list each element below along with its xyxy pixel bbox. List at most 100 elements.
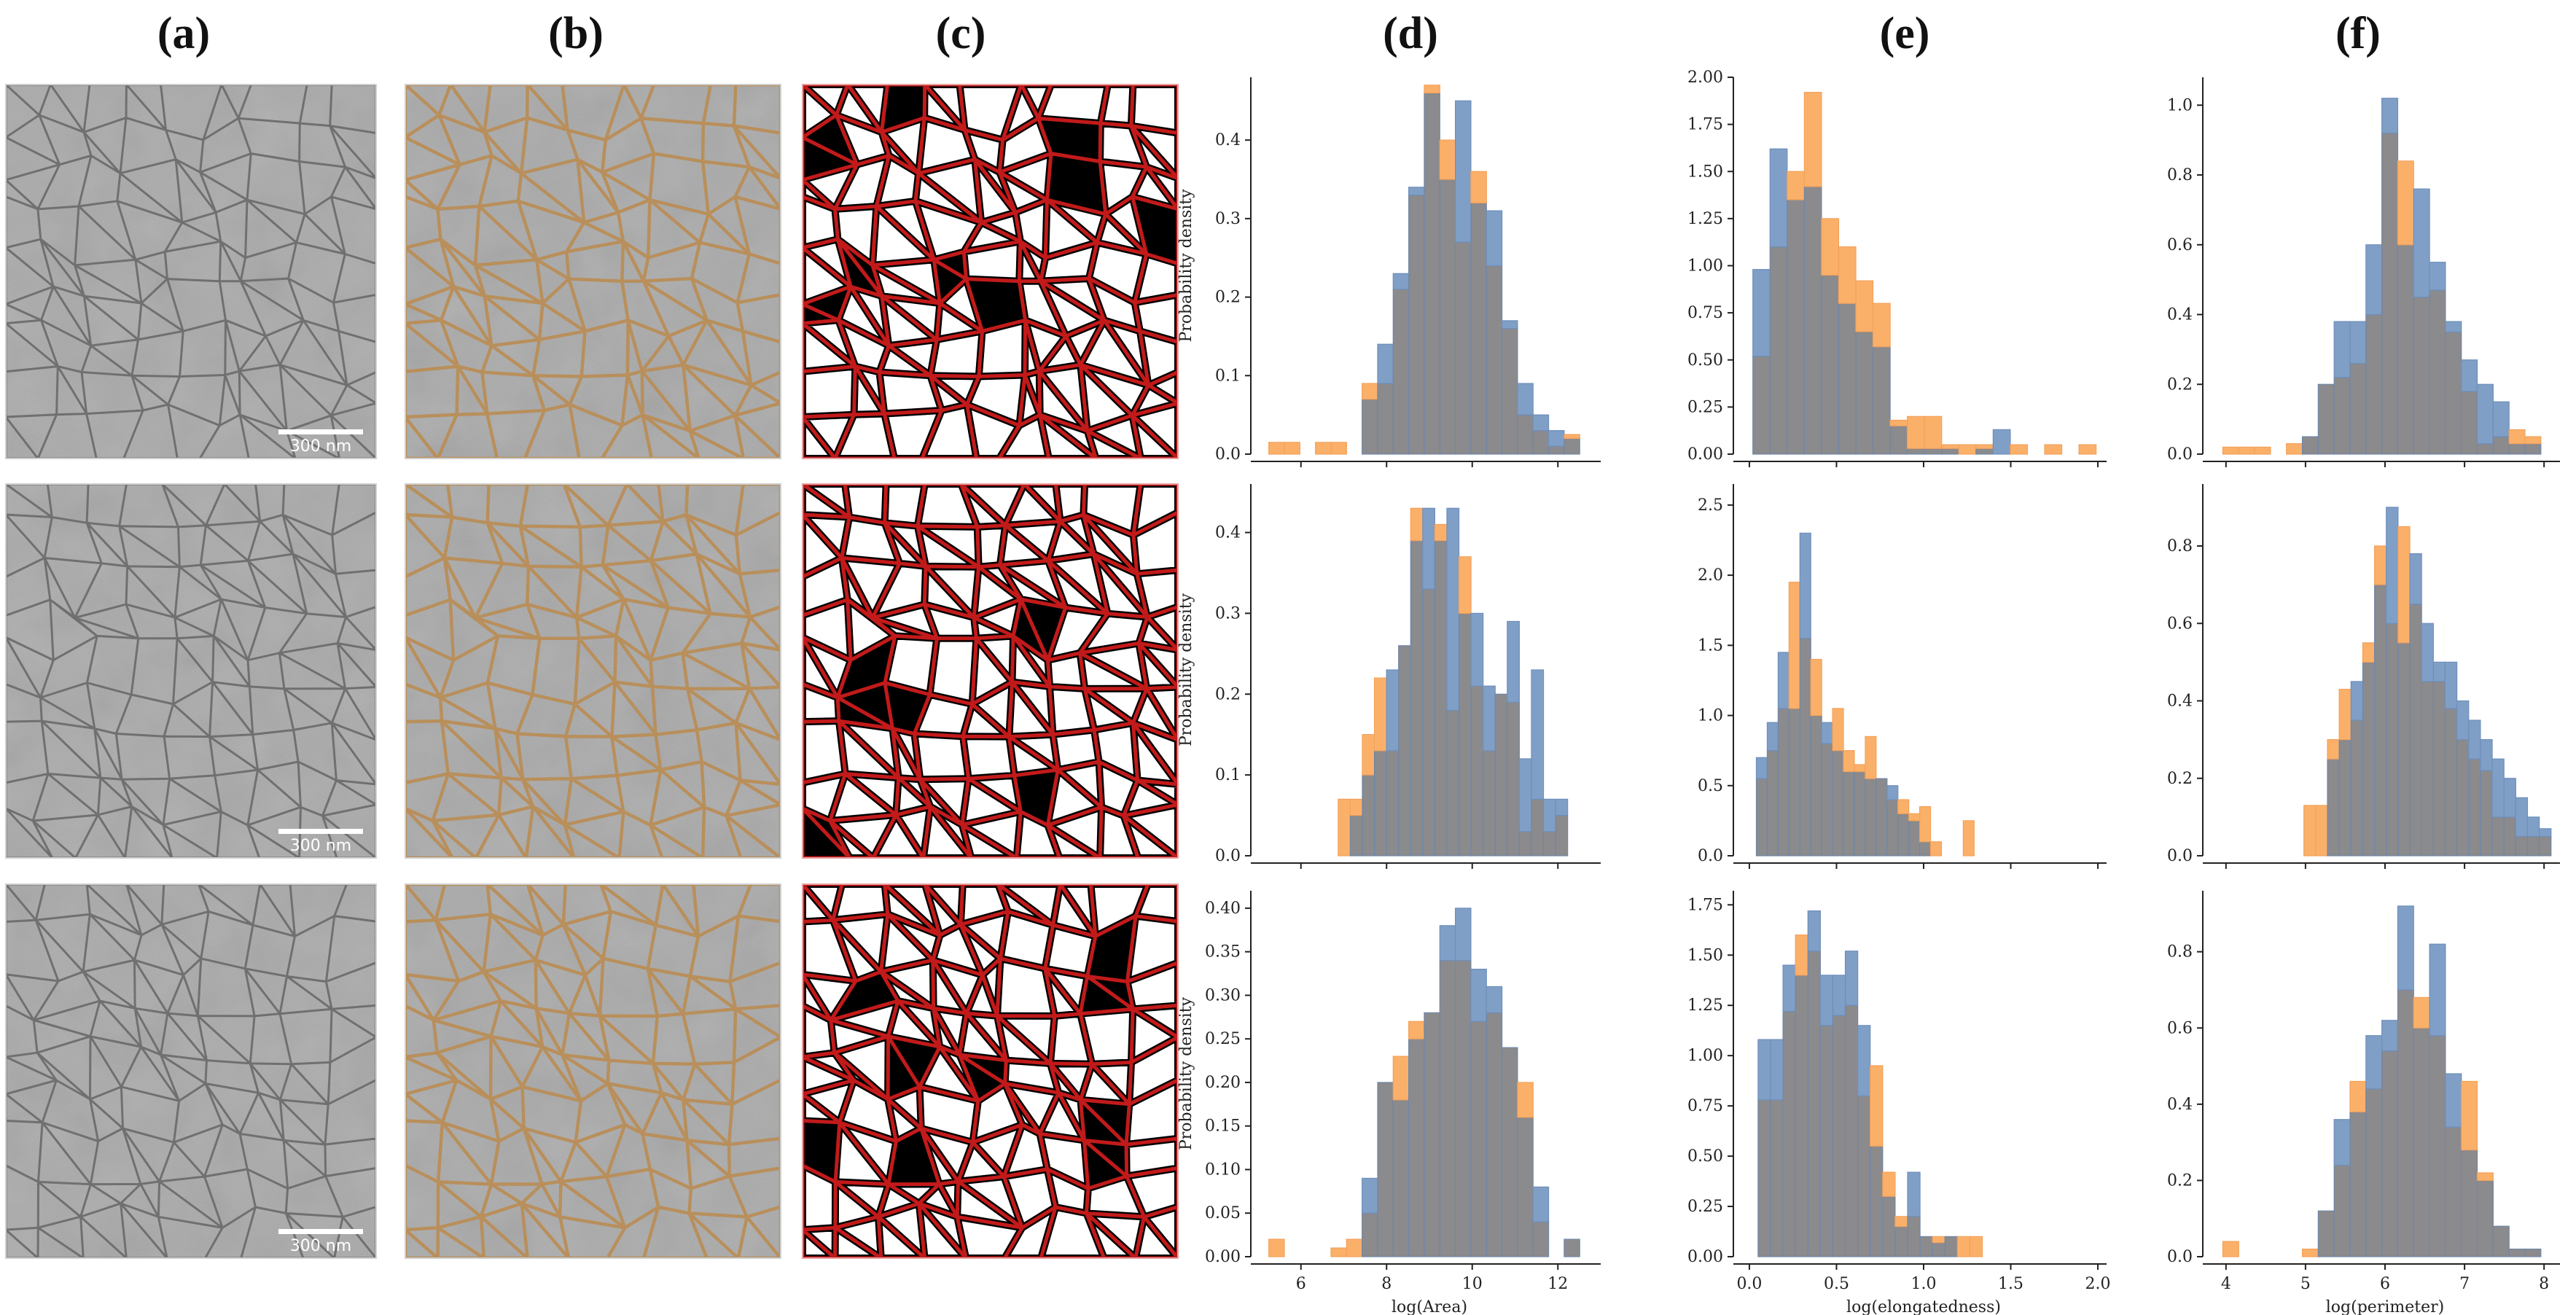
bar-overlap: [2397, 244, 2414, 455]
bar-blue: [1542, 798, 1556, 832]
bar-overlap: [2468, 758, 2481, 856]
bar-overlap: [1564, 1238, 1580, 1257]
image-b-row3: [405, 883, 781, 1259]
x-tick-label: 8: [2539, 1275, 2549, 1293]
panel-label-b: (b): [548, 9, 604, 58]
bar-orange: [1434, 523, 1448, 542]
x-axis-label: log(Area): [1392, 1298, 1467, 1315]
bar-blue: [2350, 681, 2364, 721]
bar-overlap: [1777, 708, 1789, 856]
panel-label-a: (a): [157, 9, 210, 58]
bar-overlap: [1362, 1212, 1378, 1257]
bar-overlap: [1924, 448, 1943, 455]
bar-overlap: [1386, 750, 1400, 856]
bar-overlap: [1517, 414, 1534, 455]
bar-overlap: [1908, 820, 1921, 856]
y-tick-label: 0.2: [1215, 685, 1241, 703]
y-tick-label: 0.25: [1205, 1030, 1241, 1048]
bar-blue: [2421, 623, 2434, 682]
bar-orange: [1346, 1238, 1363, 1257]
bar-orange: [2078, 444, 2097, 455]
bar-blue: [1532, 414, 1550, 432]
bar-overlap: [1752, 355, 1771, 455]
bar-overlap: [1832, 750, 1844, 856]
y-tick-label: 1.0: [2167, 96, 2193, 114]
y-axis-label: Probability density: [1177, 593, 1195, 746]
x-tick-label: 5: [2300, 1275, 2311, 1293]
bar-orange: [1854, 764, 1866, 773]
scale-bar-label: 300 nm: [290, 1237, 351, 1255]
y-tick-label: 1.50: [1687, 163, 1723, 181]
y-tick-label: 0.8: [2167, 166, 2193, 184]
bar-overlap: [1795, 975, 1808, 1257]
panel-label-e: (e): [1880, 9, 1930, 58]
bar-overlap: [1392, 1099, 1410, 1257]
bar-overlap: [1872, 346, 1891, 455]
bar-overlap: [2492, 1225, 2510, 1257]
bar-overlap: [2421, 681, 2434, 856]
bar-blue: [1752, 269, 1771, 357]
bar-overlap: [2381, 132, 2399, 455]
bar-overlap: [1843, 770, 1855, 856]
bar-orange: [2362, 642, 2376, 663]
bar-overlap: [1547, 445, 1565, 455]
bar-overlap: [2429, 289, 2446, 455]
y-tick-label: 0.1: [1215, 766, 1241, 784]
panel-labels: (a) (b) (c) (d) (e) (f): [157, 9, 2381, 58]
bar-overlap: [1542, 831, 1556, 856]
grain-boundaries: [803, 484, 1178, 858]
bar-blue: [1769, 148, 1788, 248]
bar-orange: [1362, 383, 1378, 400]
pore-region: [1080, 976, 1133, 1014]
bar-blue: [2492, 401, 2510, 437]
bar-blue: [1555, 798, 1569, 816]
bar-overlap: [1882, 1195, 1896, 1257]
bar-blue: [1470, 612, 1484, 687]
y-tick-label: 1.75: [1687, 896, 1723, 914]
bar-overlap: [1769, 246, 1788, 455]
y-tick-label: 0.15: [1205, 1117, 1241, 1136]
bar-blue: [1821, 722, 1833, 744]
bar-overlap: [1470, 202, 1487, 455]
bar-blue: [1439, 925, 1456, 961]
y-tick-label: 0.00: [1687, 445, 1723, 464]
bar-blue: [2333, 1119, 2351, 1166]
bar-orange: [2508, 429, 2526, 445]
bar-orange: [2222, 446, 2239, 455]
bar-overlap: [1434, 540, 1448, 856]
x-axis-label: log(perimeter): [2326, 1298, 2444, 1315]
bar-orange: [2303, 805, 2317, 856]
bar-blue: [2480, 739, 2493, 771]
y-tick-label: 0.00: [1205, 1248, 1241, 1266]
bar-overlap: [2365, 313, 2383, 455]
bar-blue: [2333, 321, 2351, 378]
bar-blue: [1408, 187, 1425, 196]
bar-orange: [1373, 677, 1387, 752]
bar-overlap: [2317, 1210, 2335, 1257]
bar-overlap: [1944, 1236, 1958, 1257]
bar-blue: [1766, 722, 1779, 752]
y-tick-label: 0.4: [1215, 524, 1241, 542]
bar-orange: [1929, 841, 1943, 856]
bar-orange: [1894, 1216, 1908, 1228]
bar-orange: [2010, 444, 2029, 455]
bar-overlap: [2362, 661, 2376, 856]
bar-overlap: [1458, 612, 1472, 856]
bar-orange: [1821, 218, 1840, 276]
y-tick-label: 0.6: [2167, 614, 2193, 633]
bar-blue: [1832, 975, 1846, 1016]
bar-blue: [1757, 1039, 1771, 1101]
bar-blue: [1844, 951, 1859, 1006]
y-tick-label: 0.75: [1687, 304, 1723, 322]
bar-blue: [1507, 620, 1520, 703]
grain-boundaries: [803, 85, 1178, 459]
panel-label-d: (d): [1383, 9, 1438, 58]
bar-overlap: [1422, 588, 1436, 856]
bar-overlap: [1408, 1038, 1425, 1257]
y-tick-label: 0.40: [1205, 900, 1241, 918]
y-tick-label: 1.0: [1698, 707, 1723, 725]
bar-overlap: [1424, 92, 1440, 455]
bar-blue: [1807, 910, 1821, 952]
y-tick-label: 0.10: [1205, 1160, 1241, 1179]
bar-overlap: [2413, 296, 2430, 455]
